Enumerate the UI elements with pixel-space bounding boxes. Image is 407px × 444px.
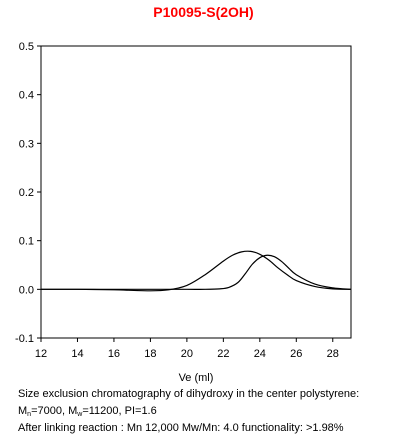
mw-value: =11200, PI=1.6 [82, 405, 157, 417]
y-tick-label: 0.5 [19, 41, 34, 53]
mn-value: =7000, M [31, 405, 78, 417]
mn-subscript: n [27, 411, 32, 418]
x-tick-label: 20 [181, 348, 193, 360]
x-axis-label: Ve (ml) [179, 372, 214, 384]
series-line-2 [41, 254, 352, 290]
x-axis: 12 14 16 18 20 22 24 26 28 [35, 338, 339, 360]
y-tick-label: 0.1 [19, 236, 34, 248]
mn-symbol: M [18, 405, 28, 417]
x-tick-label: 12 [35, 348, 47, 360]
y-tick-label: 0.3 [19, 138, 34, 150]
y-axis: -0.1 0.0 0.1 0.2 0.3 0.4 0.5 [15, 41, 41, 345]
caption-line-3: After linking reaction : Mn 12,000 Mw/Mn… [18, 422, 344, 434]
caption-line-1: Size exclusion chromatography of dihydro… [18, 388, 360, 400]
y-tick-label: 0.4 [19, 90, 34, 102]
x-tick-label: 18 [144, 348, 156, 360]
y-tick-label: 0.0 [19, 284, 34, 296]
series-line-1 [40, 250, 352, 292]
chart-plot: -0.1 0.0 0.1 0.2 0.3 0.4 0.5 12 14 16 18 20 22 24 26 2… [15, 41, 352, 384]
series-group [40, 250, 352, 292]
x-tick-label: 24 [254, 348, 266, 360]
x-tick-label: 26 [290, 348, 302, 360]
x-tick-label: 14 [71, 348, 83, 360]
x-tick-label: 28 [327, 348, 339, 360]
plot-frame [40, 45, 352, 339]
figure-caption: Size exclusion chromatography of dihydro… [18, 386, 403, 437]
caption-line-2: Mn=7000, Mw=11200, PI=1.6 [18, 403, 403, 420]
x-tick-label: 16 [108, 348, 120, 360]
y-tick-label: -0.1 [15, 333, 34, 345]
x-tick-label: 22 [217, 348, 229, 360]
y-tick-label: 0.2 [19, 187, 34, 199]
mw-subscript: w [77, 411, 83, 418]
chart-title: P10095-S(2OH) [153, 4, 254, 20]
